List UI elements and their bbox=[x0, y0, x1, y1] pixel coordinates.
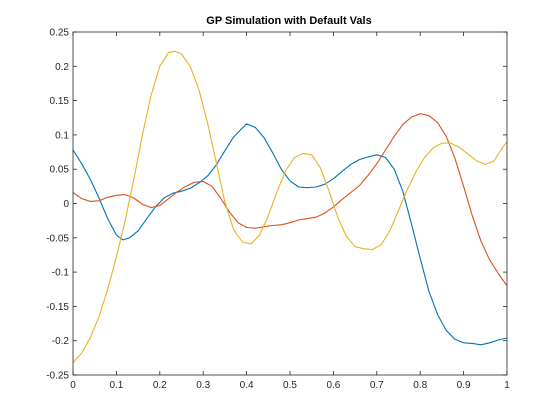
y-tick-label: 0.15 bbox=[50, 96, 70, 107]
y-tick-label: -0.2 bbox=[52, 336, 70, 347]
x-tick-label: 0.2 bbox=[153, 380, 167, 391]
series-line-2 bbox=[72, 113, 508, 287]
y-tick-label: -0.15 bbox=[46, 302, 69, 313]
y-tick-label: 0.2 bbox=[55, 62, 69, 73]
series-line-3 bbox=[72, 50, 508, 364]
y-tick-label: -0.05 bbox=[46, 233, 69, 244]
x-tick-label: 0 bbox=[70, 380, 76, 391]
plot-area: 0 0.1 0.2 0.3 0.4 0.5 0.6 0.7 0.8 0.9 1 -0.25 -0.2 -0… bbox=[46, 28, 510, 392]
x-tick-label: 0.1 bbox=[109, 380, 123, 391]
y-tick-label: -0.1 bbox=[52, 268, 70, 279]
x-tick-label: 0.6 bbox=[326, 380, 340, 391]
x-tick-label: 0.8 bbox=[413, 380, 427, 391]
x-tick-label: 0.5 bbox=[283, 380, 297, 391]
chart-title: GP Simulation with Default Vals bbox=[206, 15, 371, 27]
y-tick-label: -0.25 bbox=[46, 371, 69, 382]
x-tick-label: 0.7 bbox=[370, 380, 384, 391]
y-tick-label: 0.25 bbox=[50, 28, 70, 39]
x-tick-label: 1 bbox=[504, 380, 510, 391]
y-tick-label: 0.1 bbox=[55, 130, 69, 141]
series-line-1 bbox=[72, 123, 508, 346]
x-tick-label: 0.4 bbox=[240, 380, 254, 391]
y-tick-label: 0 bbox=[63, 199, 69, 210]
y-tick-label: 0.05 bbox=[50, 165, 70, 176]
x-tick-label: 0.3 bbox=[196, 380, 210, 391]
x-tick-label: 0.9 bbox=[457, 380, 471, 391]
